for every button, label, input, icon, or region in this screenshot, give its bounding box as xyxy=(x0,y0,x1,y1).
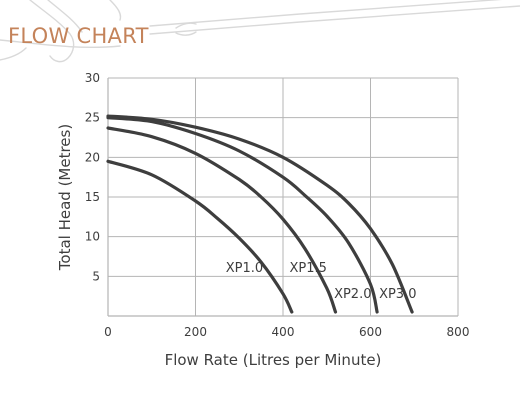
x-tick-label: 200 xyxy=(184,325,207,339)
series-line xyxy=(106,126,338,314)
y-tick-label: 20 xyxy=(85,150,100,164)
x-tick-label: 800 xyxy=(447,325,470,339)
series-label: XP1.0 xyxy=(226,261,263,276)
y-tick-label: 25 xyxy=(85,111,100,125)
series-line xyxy=(106,159,294,314)
x-tick-label: 0 xyxy=(104,325,112,339)
series-label: XP3.0 xyxy=(379,287,416,302)
chart-title: FLOW CHART xyxy=(8,24,149,48)
series-line xyxy=(106,114,414,314)
hose-illustration xyxy=(0,0,520,63)
y-tick-label: 10 xyxy=(85,230,100,244)
x-axis-label: Flow Rate (Litres per Minute) xyxy=(165,351,382,369)
series-label: XP1.5 xyxy=(290,261,327,276)
x-tick-label: 400 xyxy=(272,325,295,339)
y-tick-label: 5 xyxy=(92,269,100,283)
y-axis-label: Total Head (Metres) xyxy=(56,124,74,271)
series-label: XP2.0 xyxy=(334,287,371,302)
y-tick-label: 30 xyxy=(85,71,100,85)
x-tick-label: 600 xyxy=(359,325,382,339)
y-tick-label: 15 xyxy=(85,190,100,204)
series-line xyxy=(106,116,379,314)
